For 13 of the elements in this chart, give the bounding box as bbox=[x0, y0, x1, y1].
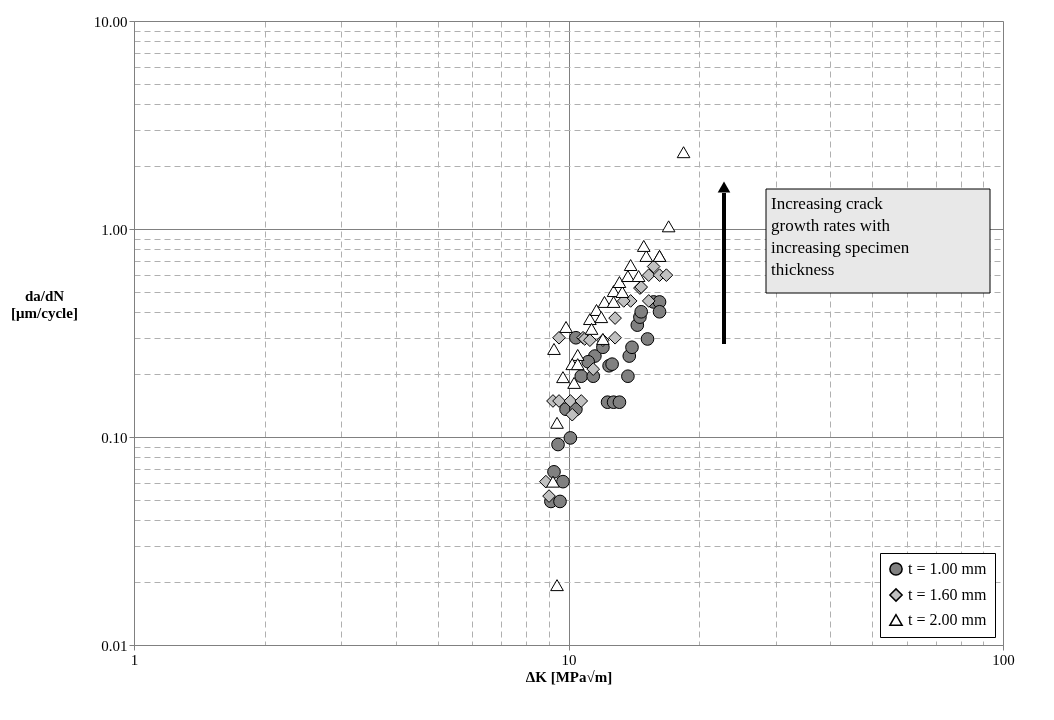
y-tick-label: 0.01 bbox=[101, 637, 128, 654]
annotation: Increasing crack growth rates with increasing specimen thickness bbox=[771, 194, 910, 279]
legend-label: t = 2.00 mm bbox=[908, 611, 987, 628]
y-tick-label: 10.00 bbox=[93, 13, 128, 30]
x-tick-label: 1 bbox=[130, 651, 139, 668]
legend-label: t = 1.00 mm bbox=[908, 560, 987, 577]
x-tick-label: 100 bbox=[992, 651, 1015, 668]
y-axis-title: da/dN [μm/cycle] bbox=[11, 287, 78, 321]
legend-label: t = 1.60 mm bbox=[908, 586, 987, 603]
y-tick-label: 1.00 bbox=[101, 221, 128, 238]
y-tick-label: 0.10 bbox=[101, 429, 128, 446]
x-axis-title: ΔK [MPa√m] bbox=[525, 668, 613, 685]
x-tick-label: 10 bbox=[561, 651, 577, 668]
